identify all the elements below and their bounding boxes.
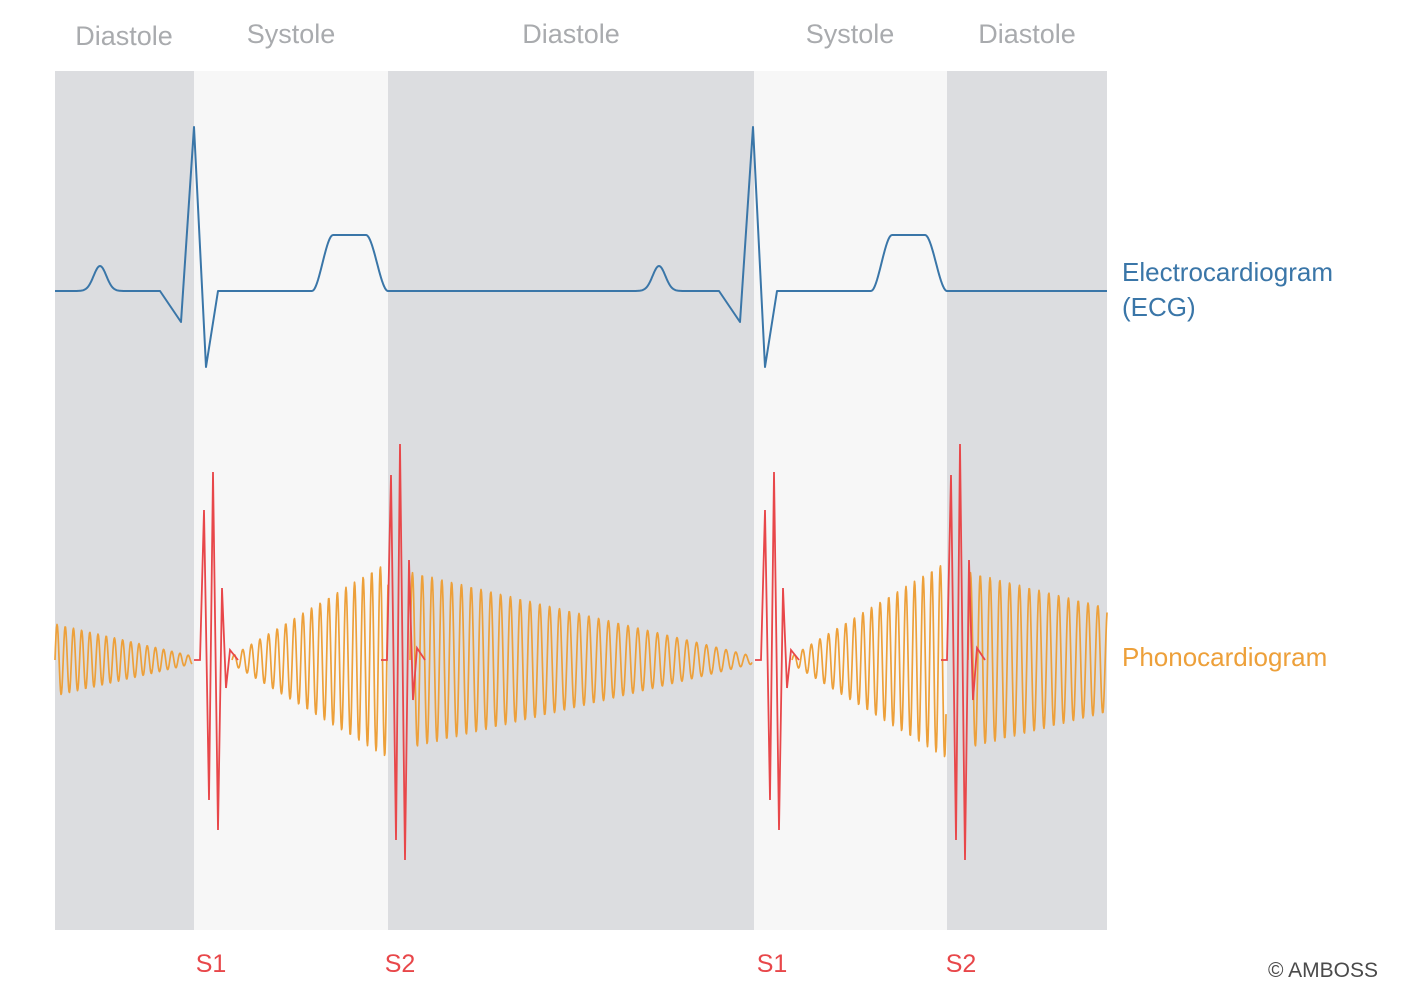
pcg-s2-burst [381,443,426,861]
pcg-s2-burst [941,443,986,861]
phase-label-systole-2: Systole [806,19,895,49]
ecg-trace [55,126,1107,368]
band-diastole-3 [947,71,1107,930]
band-systole-1 [194,71,388,930]
phase-label-systole-1: Systole [247,19,336,49]
band-systole-2 [754,71,947,930]
pcg-murmur-trace [54,565,1108,758]
phase-label-diastole-2: Diastole [522,19,620,49]
copyright-credit: © AMBOSS [1268,959,1378,982]
band-diastole-1 [55,71,194,930]
heart-sound-labels: S1 S2 S1 S2 [196,950,977,978]
sound-label-s2: S2 [385,950,416,978]
band-diastole-2 [388,71,754,930]
phonocardiogram-trace [54,443,1108,861]
phase-label-diastole-3: Diastole [978,19,1076,49]
phase-label-diastole-1: Diastole [75,21,173,51]
sound-label-s1: S1 [196,950,227,978]
pcg-s1-burst [755,471,800,831]
phase-bands [55,71,1107,930]
pcg-s1-burst [194,471,239,831]
sound-label-s2: S2 [946,950,977,978]
phase-labels: Diastole Systole Diastole Systole Diasto… [75,19,1076,51]
phonocardiogram-label: Phonocardiogram [1122,642,1327,672]
ecg-label: Electrocardiogram [1122,257,1333,287]
sound-label-s1: S1 [757,950,788,978]
ecg-label-abbreviation: (ECG) [1122,292,1196,322]
